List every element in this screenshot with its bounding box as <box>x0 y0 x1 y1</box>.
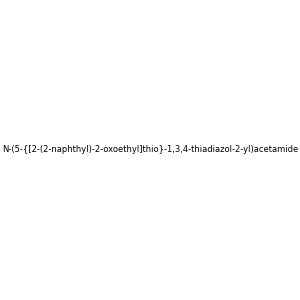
Text: N-(5-{[2-(2-naphthyl)-2-oxoethyl]thio}-1,3,4-thiadiazol-2-yl)acetamide: N-(5-{[2-(2-naphthyl)-2-oxoethyl]thio}-1… <box>2 146 298 154</box>
